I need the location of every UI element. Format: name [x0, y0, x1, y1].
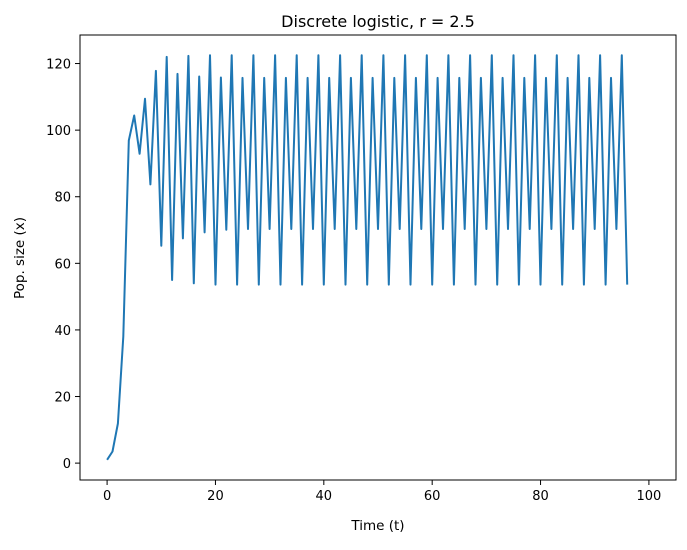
- series-line: [106, 54, 629, 461]
- x-tick-label: 0: [103, 489, 111, 504]
- y-tick-label: 120: [46, 58, 71, 73]
- axes-frame: [79, 34, 677, 481]
- y-tick-label: 20: [54, 391, 71, 406]
- x-axis-label: Time (t): [350, 518, 404, 534]
- y-tick-label: 100: [46, 124, 71, 139]
- x-tick-label: 100: [636, 489, 661, 504]
- y-tick-label: 80: [54, 191, 71, 206]
- x-tick-label: 60: [424, 489, 441, 504]
- y-tick-label: 40: [54, 324, 71, 339]
- chart-title: Discrete logistic, r = 2.5: [281, 12, 475, 31]
- x-tick-label: 80: [532, 489, 549, 504]
- y-tick-label: 0: [63, 457, 71, 472]
- x-tick-label: 40: [316, 489, 333, 504]
- y-tick-label: 60: [54, 257, 71, 272]
- x-tick-label: 20: [207, 489, 224, 504]
- y-axis-label: Pop. size (x): [12, 217, 28, 299]
